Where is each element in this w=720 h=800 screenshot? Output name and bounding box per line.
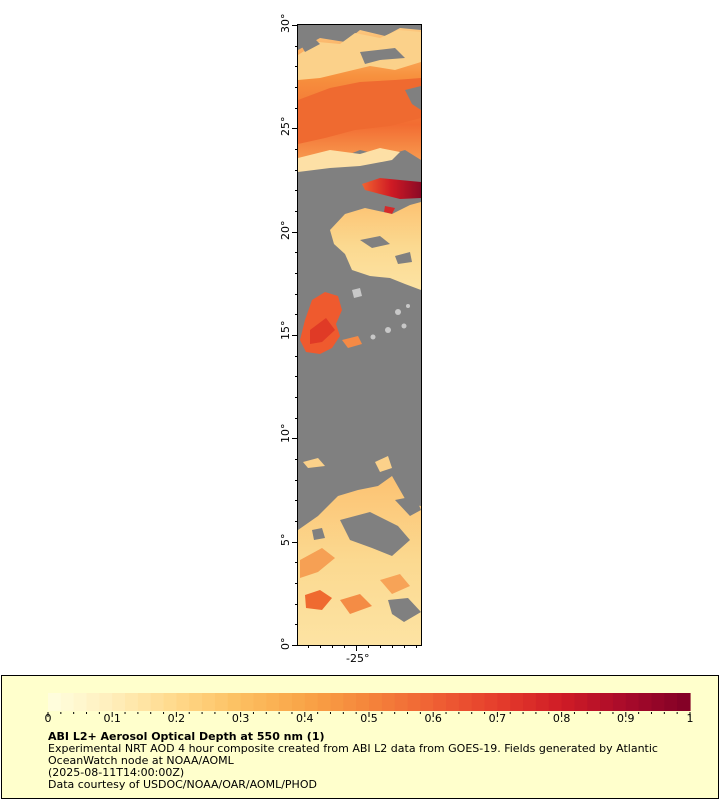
colorbar-tick-label: 0.9: [617, 712, 635, 725]
colorbar-step: [279, 693, 293, 711]
colorbar-step: [317, 693, 332, 711]
colorbar-step: [240, 693, 255, 711]
colorbar-step: [638, 693, 653, 711]
colorbar-tick-label: 0: [44, 712, 52, 725]
legend-timestamp: (2025-08-11T14:00:00Z): [48, 766, 185, 779]
colorbar-step: [163, 693, 177, 711]
colorbar-step: [112, 693, 126, 711]
colorbar-tick-label: 0.7: [488, 712, 507, 725]
colorbar-step: [99, 693, 113, 711]
colorbar-step: [612, 693, 627, 711]
colorbar-step: [356, 693, 370, 711]
colorbar-step: [574, 693, 588, 711]
colorbar-step: [60, 693, 75, 711]
colorbar-step: [677, 693, 691, 711]
colorbar-step: [369, 693, 383, 711]
colorbar-step: [189, 693, 203, 711]
colorbar-step: [587, 693, 601, 711]
lat-label-0: 0°: [279, 637, 292, 651]
colorbar-step: [343, 693, 357, 711]
colorbar-step: [471, 693, 486, 711]
colorbar-step: [446, 693, 460, 711]
colorbar-tick-label: 0.8: [552, 712, 571, 725]
colorbar-step: [304, 693, 319, 711]
lat-label-30: 30°: [279, 13, 292, 34]
colorbar: [47, 693, 691, 717]
colorbar-step: [651, 693, 665, 711]
colorbar-step: [600, 693, 614, 711]
colorbar-tick-label: 0.2: [167, 712, 186, 725]
colorbar-ticks: [47, 712, 691, 717]
colorbar-step: [291, 693, 306, 711]
colorbar-step: [137, 693, 152, 711]
axis-ticks: [292, 25, 417, 651]
colorbar-step: [548, 693, 563, 711]
colorbar-step: [176, 693, 190, 711]
lat-label-25: 25°: [279, 116, 292, 137]
map-plot: [292, 24, 422, 651]
lat-label-5: 5°: [279, 533, 292, 547]
colorbar-step: [625, 693, 640, 711]
legend-description-2: OceanWatch node at NOAA/AOML: [48, 754, 234, 767]
colorbar-step: [394, 693, 409, 711]
colorbar-step: [664, 693, 678, 711]
colorbar-step: [125, 693, 139, 711]
aod-plume: [362, 178, 421, 199]
legend-description-1: Experimental NRT AOD 4 hour composite cr…: [48, 742, 658, 755]
legend-title: ABI L2+ Aerosol Optical Depth at 550 nm …: [48, 730, 325, 743]
colorbar-step: [381, 693, 396, 711]
lat-label-15: 15°: [279, 320, 292, 341]
colorbar-step: [202, 693, 216, 711]
colorbar-step: [561, 693, 576, 711]
colorbar-step: [535, 693, 550, 711]
colorbar-tick-label: 0.3: [231, 712, 250, 725]
colorbar-step: [253, 693, 267, 711]
colorbar-step: [433, 693, 447, 711]
colorbar-step: [227, 693, 242, 711]
lat-label-10: 10°: [279, 423, 292, 444]
lon-label: -25°: [346, 652, 370, 665]
colorbar-step: [266, 693, 280, 711]
lat-label-20: 20°: [279, 220, 292, 241]
colorbar-step: [420, 693, 434, 711]
colorbar-step: [484, 693, 498, 711]
colorbar-step: [330, 693, 344, 711]
colorbar-step: [48, 693, 62, 711]
colorbar-step: [458, 693, 473, 711]
colorbar-tick-label: 0.5: [360, 712, 378, 725]
aod-region-north-top: [298, 30, 421, 80]
aod-field: [298, 25, 421, 645]
colorbar-step: [510, 693, 524, 711]
colorbar-step: [497, 693, 511, 711]
legend-text: ABI L2+ Aerosol Optical Depth at 550 nm …: [48, 731, 708, 791]
colorbar-step: [73, 693, 88, 711]
colorbar-step: [523, 693, 537, 711]
colorbar-tick-label: 0.1: [103, 712, 121, 725]
colorbar-tick-label: 0.6: [424, 712, 442, 725]
colorbar-step: [214, 693, 229, 711]
aod-region-north-dark: [298, 78, 421, 144]
legend-panel: 0 0.1 0.2 0.3 0.4 0.5 0.6 0.7 0.8 0.9 1 ABI L2+ Ae…: [1, 675, 719, 799]
colorbar-tick-label: 0.4: [296, 712, 314, 725]
legend-credit: Data courtesy of USDOC/NOAA/OAR/AOML/PHO…: [48, 778, 317, 791]
colorbar-steps: [48, 693, 691, 711]
land-mask: [352, 288, 362, 298]
colorbar-tick-label: 1: [686, 712, 694, 725]
colorbar-step: [407, 693, 421, 711]
colorbar-step: [150, 693, 165, 711]
colorbar-step: [86, 693, 100, 711]
